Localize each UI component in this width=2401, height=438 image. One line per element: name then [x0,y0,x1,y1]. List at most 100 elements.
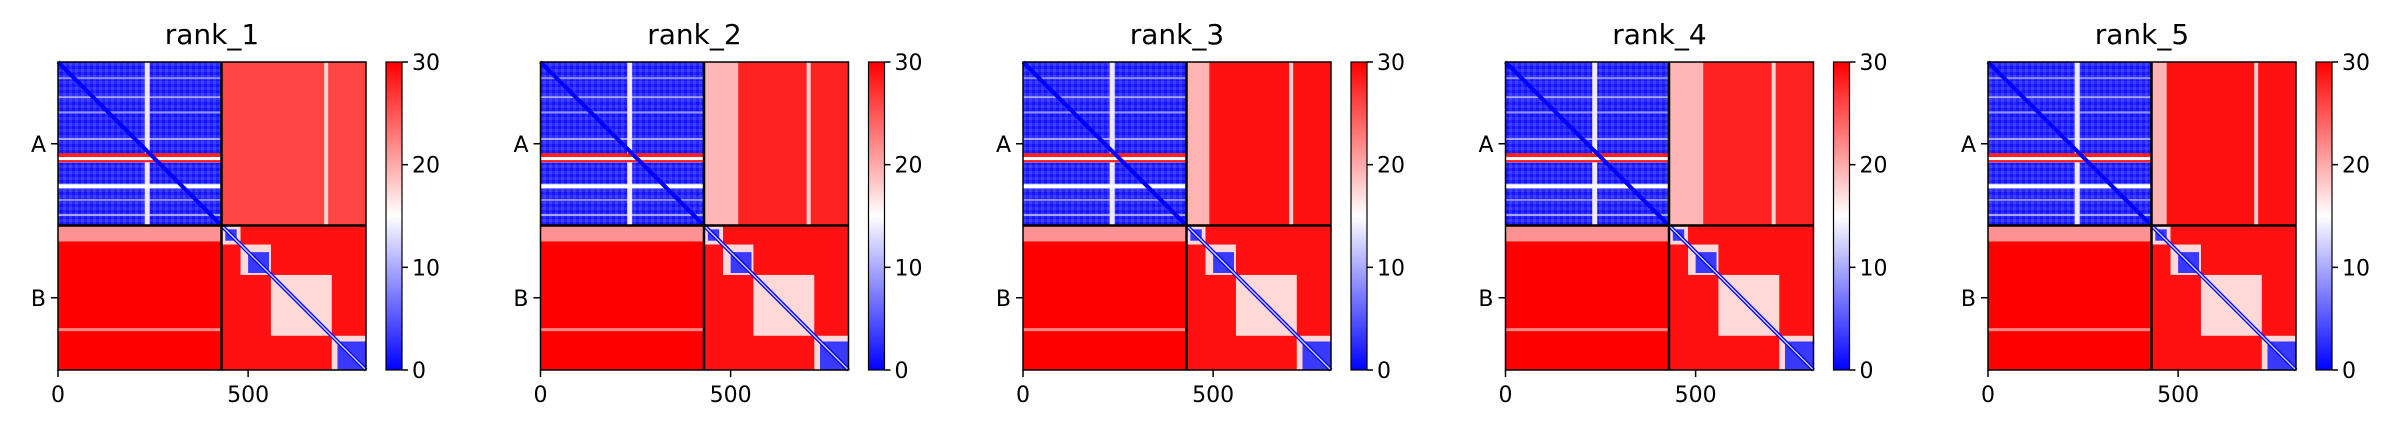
panel-title: rank_4 [1612,18,1706,51]
heatmap [1021,60,1333,372]
y-tick-label-B: B [513,287,528,312]
ba-light-strip [540,225,705,242]
axes-frame [57,61,367,371]
aa-row-stripe [58,157,222,161]
aa-row-line [1023,96,1187,99]
aa-row-line [1988,198,2152,201]
colorbar-tick-label: 30 [895,51,923,76]
heatmap [1986,60,2298,372]
aa-row-line [1505,111,1670,114]
ba-light-strip [1988,225,2152,242]
y-tick-label-B: B [1478,287,1493,312]
panel-title: rank_2 [647,18,741,51]
colorbar-tick-label: 20 [1377,154,1405,179]
aa-col-stripe [1592,62,1598,226]
aa-row-stripe [540,157,705,161]
aa-row-line [1505,77,1670,80]
ba-light-strip [58,328,222,332]
colorbar-tick-label: 30 [412,51,440,76]
ab-light-stripe [324,62,329,226]
diagonal-edge [220,224,367,371]
aa-row-line [58,77,222,80]
diagonal-edge [1185,224,1332,371]
aa-row-line [1023,198,1187,201]
x-tick-label: 0 [1016,383,1030,408]
aa-row-line [58,96,222,99]
panel-rank_1: rank_1 A B 0 500 0 10 20 30 [31,18,440,408]
y-tick-label-A: A [31,133,46,158]
block-A-B [1186,62,1331,226]
y-tick-label-A: A [996,133,1011,158]
ba-light-strip [1023,225,1187,242]
y-tick-label-B: B [31,287,46,312]
x-tick-label: 500 [710,383,752,408]
x-tick-label: 500 [227,383,269,408]
colorbar-tick-label: 30 [2342,51,2370,76]
aa-row-stripe [1023,157,1187,161]
aa-row-line [1988,214,2152,217]
panel-rank_5: rank_5 A B 0 500 0 10 20 30 [1961,18,2370,408]
ba-light-strip [1988,328,2152,332]
colorbar-tick-label: 0 [1860,359,1874,384]
aa-col-stripe [2074,62,2080,226]
ab-light-band [1669,62,1704,226]
colorbar [385,61,403,371]
y-tick-label-B: B [1961,287,1976,312]
aa-col-stripe [1109,62,1115,226]
colorbar-tick-label: 0 [412,359,426,384]
ba-light-strip [58,225,222,242]
axes-frame [1022,61,1332,371]
ab-light-band [1186,62,1210,226]
colorbar-tick-label: 0 [895,359,909,384]
block-B-A [1988,225,2152,370]
colorbar [2315,61,2333,371]
aa-row-line [1988,77,2152,80]
aa-row-line [1505,96,1670,99]
x-tick-label: 0 [1499,383,1513,408]
aa-row-line [540,77,705,80]
ab-light-stripe [806,62,811,226]
aa-row-line [1023,138,1187,141]
block-B-A [58,225,222,370]
diagonal-edge [1668,224,1815,371]
heatmap [56,60,368,372]
axes-frame [1987,61,2297,371]
panel-rank_3: rank_3 A B 0 500 0 10 20 30 [996,18,1405,408]
aa-row-stripe [58,184,222,189]
aa-row-line [58,214,222,217]
colorbar [1350,61,1368,371]
aa-row-stripe [1023,184,1187,189]
aa-row-stripe [1988,184,2152,189]
block-B-A [1023,225,1187,370]
ab-light-stripe [1771,62,1776,226]
aa-row-stripe [1988,157,2152,161]
axes-frame [539,61,850,371]
block-B-A [540,225,705,370]
panel-title: rank_5 [2095,18,2189,51]
colorbar-tick-label: 30 [1377,51,1405,76]
colorbar-tick-label: 30 [1860,51,1888,76]
colorbar-tick-label: 20 [2342,154,2370,179]
x-tick-label: 0 [1981,383,1995,408]
aa-row-line [1505,198,1670,201]
colorbar-tick-label: 20 [1860,154,1888,179]
aa-row-stripe [1505,184,1670,189]
colorbar-tick-label: 20 [895,154,923,179]
aa-row-line [540,198,705,201]
colorbar [867,61,886,371]
aa-row-line [58,138,222,141]
diagonal-edge [703,224,850,371]
x-tick-label: 500 [1192,383,1234,408]
heatmap [1504,60,1815,372]
diagonal-edge [2150,224,2297,371]
aa-row-line [1505,214,1670,217]
aa-col-stripe [627,62,633,226]
colorbar-tick-label: 10 [412,256,440,281]
colorbar-tick-label: 0 [2342,359,2356,384]
panel-title: rank_3 [1130,18,1224,51]
x-tick-label: 500 [1675,383,1717,408]
x-tick-label: 0 [534,383,548,408]
block-A-B [2151,62,2296,226]
aa-row-stripe [1505,157,1670,161]
